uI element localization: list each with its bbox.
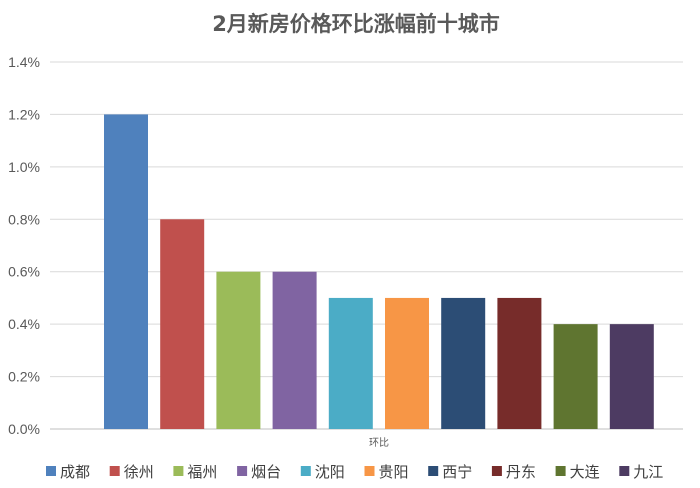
legend-label: 大连: [570, 463, 600, 481]
y-tick-label: 0.2%: [8, 369, 40, 385]
bar-6: [385, 297, 429, 429]
legend-label: 烟台: [251, 463, 281, 481]
legend-label: 福州: [187, 463, 217, 481]
y-tick-label: 0.0%: [8, 421, 40, 437]
bar-5: [328, 297, 373, 429]
x-axis-label: 环比: [369, 437, 389, 449]
chart-title: 2月新房价格环比涨幅前十城市: [212, 12, 500, 36]
bar-9: [553, 324, 598, 429]
legend-label: 贵阳: [379, 463, 409, 481]
bar-1: [104, 114, 148, 429]
y-tick-label: 1.4%: [8, 54, 40, 70]
bars: [104, 114, 654, 429]
y-axis-ticks: 0.0% 0.2% 0.4% 0.6% 0.8% 1.0% 1.2% 1.4%: [8, 54, 40, 437]
legend-swatch: [173, 466, 184, 476]
legend-swatch: [428, 466, 439, 476]
bar-10: [609, 324, 654, 429]
legend-label: 沈阳: [315, 463, 345, 481]
legend: 成都 徐州 福州 烟台 沈阳 贵阳 西宁 丹东 大连 九江: [46, 463, 663, 481]
legend-label: 西宁: [442, 463, 472, 481]
bar-3: [216, 271, 261, 429]
y-tick-label: 1.0%: [8, 159, 40, 175]
y-tick-label: 1.2%: [8, 106, 40, 122]
bar-2: [160, 219, 205, 429]
legend-swatch: [619, 466, 630, 476]
legend-label: 徐州: [124, 463, 154, 481]
legend-label: 成都: [60, 463, 90, 481]
legend-swatch: [364, 466, 375, 476]
legend-swatch: [237, 466, 248, 476]
legend-swatch: [109, 466, 120, 476]
legend-swatch: [46, 466, 56, 476]
legend-swatch: [491, 466, 502, 476]
legend-swatch: [555, 466, 566, 476]
legend-swatch: [300, 466, 311, 476]
y-tick-label: 0.4%: [8, 316, 40, 332]
y-tick-label: 0.8%: [8, 211, 40, 227]
legend-label: 九江: [633, 463, 663, 481]
bar-7: [441, 297, 486, 429]
y-tick-label: 0.6%: [8, 264, 40, 280]
bar-4: [272, 271, 317, 429]
bar-8: [497, 297, 542, 429]
legend-label: 丹东: [506, 463, 536, 481]
